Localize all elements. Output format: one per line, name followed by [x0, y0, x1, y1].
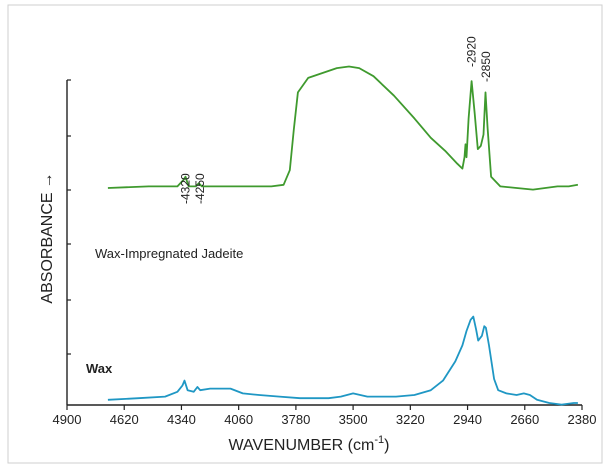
- x-tick-label: 3780: [281, 412, 310, 427]
- x-tick-label: 2940: [453, 412, 482, 427]
- x-tick-label: 4060: [224, 412, 253, 427]
- axes: 4900 4620 4340 4060 3780 3500 3220 2940 2660 2380: [53, 79, 597, 427]
- y-axis-title: ABSORBANCE →: [39, 172, 56, 303]
- x-axis-title-close: ): [384, 437, 389, 454]
- x-tick-label: 4340: [167, 412, 196, 427]
- chart-frame: [7, 4, 603, 464]
- series-group: [107, 65, 579, 406]
- x-tick-label: 2380: [568, 412, 597, 427]
- peak-annotation: -4320: [179, 173, 193, 204]
- peak-annotation: -2850: [479, 51, 493, 82]
- y-axis-title-text: ABSORBANCE: [39, 192, 56, 303]
- label-group: Wax-Impregnated Jadeite Wax -4320 -4250 -292…: [86, 36, 493, 376]
- x-tick-label: 2660: [510, 412, 539, 427]
- x-axis-title: WAVENUMBER (cm-1): [229, 434, 390, 454]
- peak-annotation: -4250: [193, 173, 207, 204]
- series-line: [107, 65, 579, 191]
- x-tick-label: 3500: [339, 412, 368, 427]
- peak-annotation: -2920: [465, 36, 479, 67]
- x-tick-label: 4900: [53, 412, 82, 427]
- x-axis-title-text: WAVENUMBER (cm: [229, 437, 375, 454]
- series-line: [107, 315, 578, 406]
- series-label-jadeite: Wax-Impregnated Jadeite: [95, 246, 243, 261]
- series-label-wax: Wax: [86, 361, 113, 376]
- x-tick-label: 4620: [110, 412, 139, 427]
- x-tick-label: 3220: [396, 412, 425, 427]
- y-axis-arrow: →: [39, 172, 56, 188]
- x-axis-title-sup: -1: [374, 434, 384, 446]
